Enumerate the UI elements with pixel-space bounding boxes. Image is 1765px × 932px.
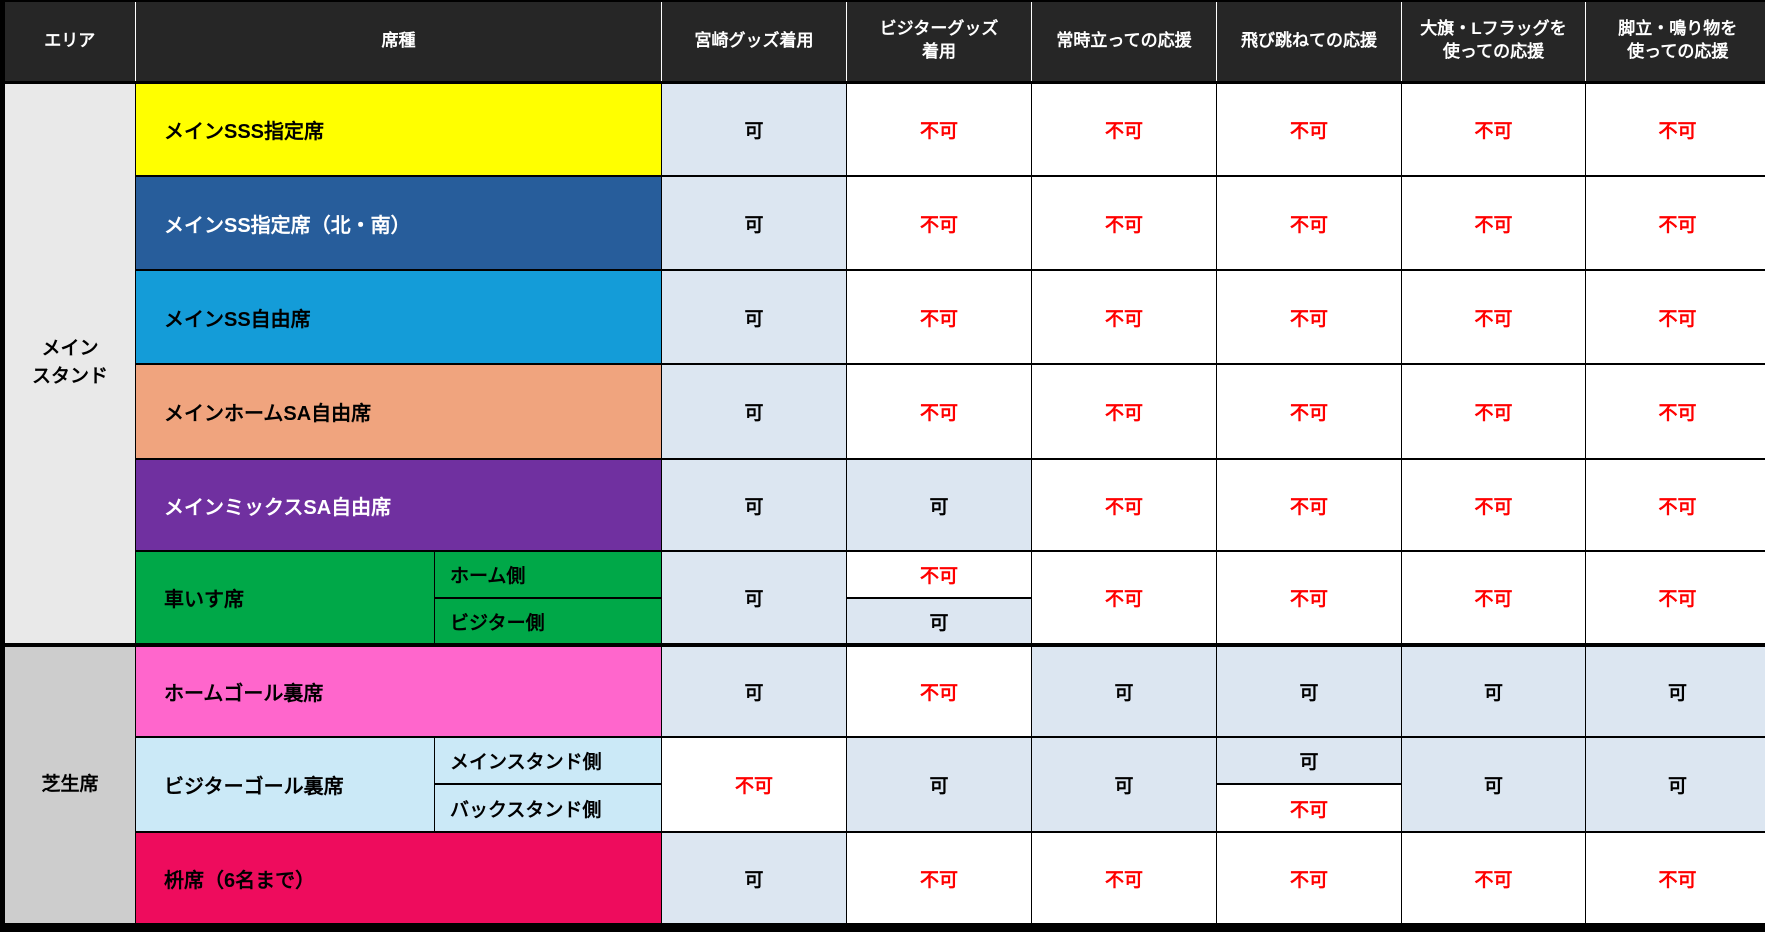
row-visitor-goal-back-stand-side: バックスタンド側 不可 <box>5 783 1765 833</box>
row-masu-seat: 枡席（6名まで） 可 不可 不可 不可 不可 不可 <box>5 831 1765 925</box>
rule-cell-flags: 不可 <box>1401 363 1586 460</box>
rule-cell-jumping: 不可 <box>1216 81 1402 177</box>
seat-label: ビジターゴール裏席 <box>135 736 435 833</box>
area-label-line: 芝生席 <box>41 773 99 795</box>
seating-rules-table: エリア 席種 宮崎グッズ着用 ビジターグッズ 着用 常時立っての応援 飛び跳ねての… <box>4 2 1765 925</box>
rule-cell-miyazaki: 可 <box>661 175 847 271</box>
rule-cell-flags: 可 <box>1401 736 1586 833</box>
rule-cell-standing: 不可 <box>1031 550 1217 646</box>
rule-cell-standing: 不可 <box>1031 363 1217 460</box>
row-main-ss-reserved: メインSS指定席（北・南） 可 不可 不可 不可 不可 不可 <box>5 175 1765 271</box>
rule-cell-flags: 不可 <box>1401 175 1586 271</box>
rule-cell-visitor: 可 <box>846 458 1032 552</box>
rule-cell-noisemakers: 不可 <box>1585 175 1765 271</box>
rule-cell-visitor: 可 <box>846 597 1032 646</box>
seat-label: メインミックスSA自由席 <box>135 458 662 552</box>
rule-cell-flags: 不可 <box>1401 831 1586 925</box>
subseat-label-back-stand-side: バックスタンド側 <box>434 783 662 833</box>
rule-cell-noisemakers: 不可 <box>1585 550 1765 646</box>
rule-cell-jumping: 不可 <box>1216 175 1402 271</box>
rule-cell-jumping: 不可 <box>1216 269 1402 365</box>
area-label-line: スタンド <box>31 366 108 388</box>
header-jumping: 飛び跳ねての応援 <box>1216 2 1402 84</box>
rule-cell-visitor: 不可 <box>846 550 1032 599</box>
rule-cell-miyazaki: 可 <box>661 363 847 460</box>
row-wheelchair-visitor: ビジター側 可 <box>5 597 1765 646</box>
rule-cell-flags: 不可 <box>1401 458 1586 552</box>
rule-cell-visitor: 不可 <box>846 81 1032 177</box>
row-wheelchair-home: 車いす席 ホーム側 可 不可 不可 不可 不可 不可 <box>5 550 1765 646</box>
rule-cell-standing: 不可 <box>1031 458 1217 552</box>
header-noisemakers: 脚立・鳴り物を 使っての応援 <box>1585 2 1765 84</box>
rule-cell-jumping: 不可 <box>1216 363 1402 460</box>
rule-cell-jumping: 不可 <box>1216 458 1402 552</box>
rule-cell-jumping: 可 <box>1216 736 1402 785</box>
row-main-home-sa-free: メインホームSA自由席 可 不可 不可 不可 不可 不可 <box>5 363 1765 460</box>
seat-label: メインホームSA自由席 <box>135 363 662 460</box>
rule-cell-flags: 可 <box>1401 643 1586 738</box>
rule-cell-noisemakers: 可 <box>1585 736 1765 833</box>
row-visitor-goal-main-stand-side: ビジターゴール裏席 メインスタンド側 不可 可 可 可 可 可 <box>5 736 1765 833</box>
rule-cell-jumping: 可 <box>1216 643 1402 738</box>
seat-label: 車いす席 <box>135 550 435 646</box>
rule-cell-flags: 不可 <box>1401 550 1586 646</box>
rule-cell-standing: 可 <box>1031 643 1217 738</box>
header-row: エリア 席種 宮崎グッズ着用 ビジターグッズ 着用 常時立っての応援 飛び跳ねての… <box>4 2 1765 84</box>
seat-label: 枡席（6名まで） <box>135 831 662 925</box>
rule-cell-standing: 不可 <box>1031 831 1217 925</box>
subseat-label-home-side: ホーム側 <box>434 550 662 599</box>
header-miyazaki-goods: 宮崎グッズ着用 <box>661 2 847 84</box>
seat-label: メインSS自由席 <box>135 269 662 365</box>
header-standing: 常時立っての応援 <box>1031 2 1217 84</box>
rule-cell-visitor: 不可 <box>846 643 1032 738</box>
row-main-mix-sa-free: メインミックスSA自由席 可 可 不可 不可 不可 不可 <box>5 458 1765 552</box>
row-home-goal-behind: 芝生席 ホームゴール裏席 可 不可 可 可 可 可 <box>4 643 1765 925</box>
rule-cell-standing: 可 <box>1031 736 1217 833</box>
rule-cell-visitor: 不可 <box>846 363 1032 460</box>
rule-cell-standing: 不可 <box>1031 269 1217 365</box>
area-lawn-seats: 芝生席 <box>4 643 136 925</box>
rule-cell-miyazaki: 可 <box>661 643 847 738</box>
rule-cell-miyazaki: 可 <box>661 458 847 552</box>
seat-label: メインSS指定席（北・南） <box>135 175 662 271</box>
rule-cell-miyazaki: 不可 <box>661 736 847 833</box>
rule-cell-noisemakers: 可 <box>1585 643 1765 738</box>
rule-cell-jumping: 不可 <box>1216 550 1402 646</box>
rule-cell-noisemakers: 不可 <box>1585 81 1765 177</box>
rule-cell-miyazaki: 可 <box>661 550 847 646</box>
rule-cell-visitor: 不可 <box>846 269 1032 365</box>
rule-cell-flags: 不可 <box>1401 269 1586 365</box>
rule-cell-jumping: 不可 <box>1216 783 1402 833</box>
rule-cell-miyazaki: 可 <box>661 831 847 925</box>
area-label-line: メイン <box>41 337 99 359</box>
row-main-ss-free: メインSS自由席 可 不可 不可 不可 不可 不可 <box>5 269 1765 365</box>
header-flags: 大旗・Lフラッグを 使っての応援 <box>1401 2 1586 84</box>
area-main-stand: メイン スタンド <box>4 81 136 646</box>
seat-label: メインSSS指定席 <box>135 81 662 177</box>
subseat-label-main-stand-side: メインスタンド側 <box>434 736 662 785</box>
rule-cell-flags: 不可 <box>1401 81 1586 177</box>
rule-cell-jumping: 不可 <box>1216 831 1402 925</box>
seat-label: ホームゴール裏席 <box>135 643 662 738</box>
rule-cell-visitor: 不可 <box>846 831 1032 925</box>
rule-cell-noisemakers: 不可 <box>1585 831 1765 925</box>
rule-cell-visitor: 可 <box>846 736 1032 833</box>
rule-cell-miyazaki: 可 <box>661 81 847 177</box>
header-visitor-goods: ビジターグッズ 着用 <box>846 2 1032 84</box>
rule-cell-miyazaki: 可 <box>661 269 847 365</box>
rule-cell-noisemakers: 不可 <box>1585 363 1765 460</box>
rule-cell-standing: 不可 <box>1031 81 1217 177</box>
subseat-label-visitor-side: ビジター側 <box>434 597 662 646</box>
row-main-sss: メイン スタンド メインSSS指定席 可 不可 不可 不可 不可 不可 <box>4 81 1765 646</box>
header-seat-type: 席種 <box>135 2 662 84</box>
rule-cell-noisemakers: 不可 <box>1585 458 1765 552</box>
rule-cell-visitor: 不可 <box>846 175 1032 271</box>
rule-cell-standing: 不可 <box>1031 175 1217 271</box>
rule-cell-noisemakers: 不可 <box>1585 269 1765 365</box>
header-area: エリア <box>4 2 136 84</box>
